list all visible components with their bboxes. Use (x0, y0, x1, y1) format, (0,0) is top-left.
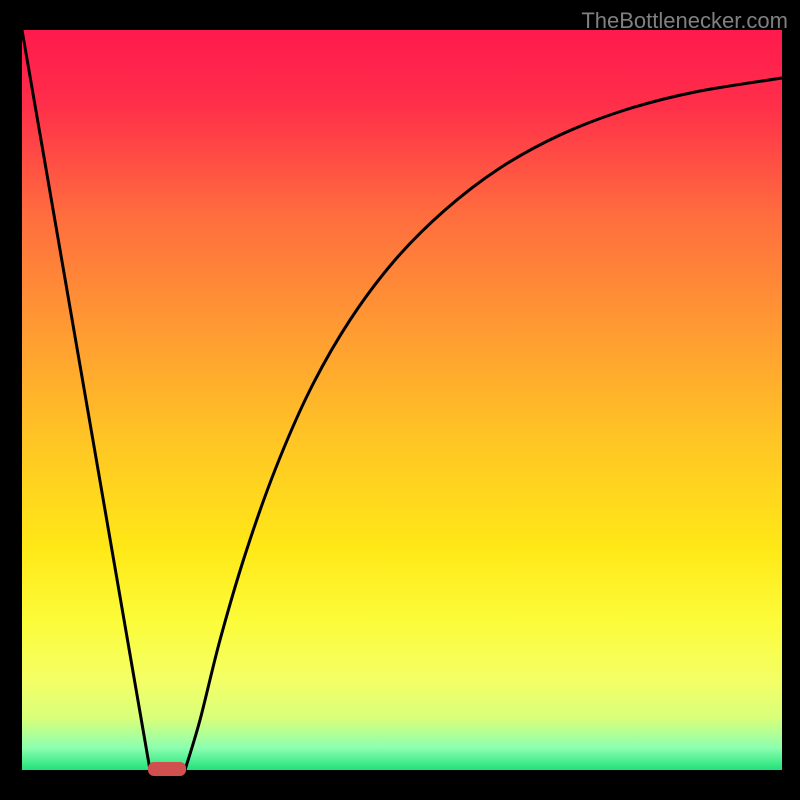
border-bottom (0, 770, 800, 800)
plot-background (22, 30, 782, 770)
chart-svg (0, 0, 800, 800)
minimum-marker (148, 762, 186, 776)
bottleneck-chart (0, 0, 800, 800)
border-left (0, 0, 22, 800)
border-right (782, 0, 800, 800)
watermark-text: TheBottlenecker.com (581, 8, 788, 34)
